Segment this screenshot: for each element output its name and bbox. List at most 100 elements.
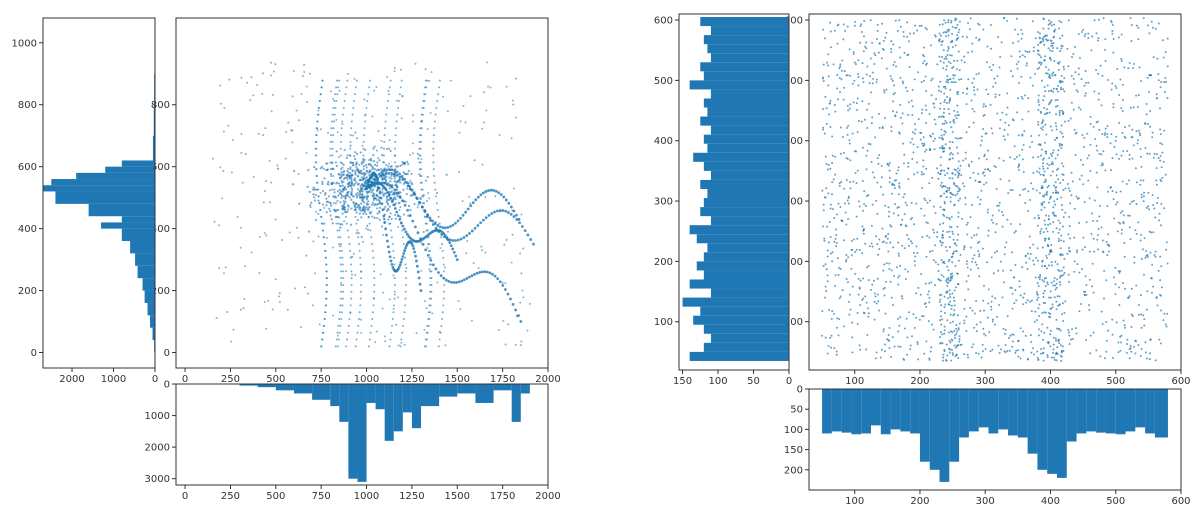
- scatter-point: [325, 168, 328, 172]
- scatter-point: [388, 298, 391, 301]
- scatter-point: [937, 177, 940, 180]
- scatter-point: [377, 172, 381, 176]
- scatter-point: [341, 190, 344, 193]
- left-y-histogram-ytick-label: 600: [18, 162, 37, 173]
- scatter-point: [947, 21, 950, 24]
- scatter-point: [1054, 337, 1057, 340]
- scatter-point: [1148, 74, 1151, 77]
- scatter-point: [403, 256, 406, 259]
- scatter-point: [850, 239, 853, 242]
- scatter-point: [925, 90, 928, 93]
- scatter-point: [951, 230, 954, 233]
- scatter-point: [862, 35, 865, 38]
- scatter-point: [389, 180, 392, 183]
- scatter-point: [845, 178, 848, 181]
- scatter-point: [349, 144, 352, 147]
- scatter-point: [1067, 273, 1070, 276]
- scatter-point: [1055, 87, 1058, 90]
- scatter-point: [397, 202, 400, 205]
- scatter-point: [982, 105, 985, 108]
- scatter-point: [943, 133, 946, 136]
- scatter-point: [960, 343, 963, 346]
- scatter-point: [937, 269, 940, 272]
- scatter-point: [383, 134, 386, 137]
- scatter-point: [863, 203, 866, 206]
- scatter-point: [842, 38, 845, 41]
- scatter-point: [902, 35, 905, 38]
- scatter-point: [928, 250, 931, 253]
- scatter-point: [977, 250, 980, 253]
- scatter-point: [392, 249, 395, 252]
- scatter-point: [1090, 232, 1093, 235]
- scatter-point: [390, 168, 394, 172]
- scatter-point: [416, 270, 420, 274]
- scatter-point: [1056, 295, 1059, 298]
- scatter-point: [371, 115, 374, 118]
- histogram-bar: [402, 384, 412, 413]
- scatter-point: [921, 186, 924, 189]
- scatter-point: [342, 199, 345, 203]
- scatter-point: [1097, 72, 1100, 75]
- scatter-point: [876, 157, 879, 160]
- scatter-point: [880, 57, 883, 60]
- scatter-point: [419, 127, 422, 130]
- scatter-point: [866, 108, 869, 111]
- scatter-point: [949, 321, 952, 324]
- scatter-point: [396, 195, 399, 198]
- scatter-point: [901, 122, 904, 125]
- scatter-point: [860, 120, 863, 123]
- scatter-point: [946, 167, 949, 170]
- scatter-point: [888, 347, 891, 350]
- scatter-point: [1058, 303, 1061, 306]
- scatter-point: [392, 198, 395, 201]
- scatter-point: [401, 229, 404, 232]
- scatter-point: [874, 295, 877, 298]
- scatter-point: [956, 110, 959, 113]
- scatter-point: [944, 143, 947, 146]
- scatter-point: [365, 176, 369, 179]
- scatter-point: [278, 300, 281, 303]
- scatter-point: [356, 192, 359, 195]
- scatter-point: [519, 301, 522, 304]
- left-x-histogram-xtick-label: 2000: [535, 491, 560, 502]
- scatter-point: [448, 225, 452, 228]
- scatter-point: [1134, 352, 1137, 355]
- scatter-point: [335, 209, 338, 212]
- scatter-point: [1123, 66, 1126, 69]
- histogram-bar: [696, 261, 789, 271]
- scatter-point: [975, 323, 978, 326]
- scatter-point: [338, 188, 341, 191]
- scatter-point: [460, 279, 464, 283]
- scatter-point: [1126, 149, 1129, 152]
- scatter-point: [1092, 219, 1095, 222]
- scatter-point: [865, 41, 868, 44]
- scatter-point: [1145, 249, 1148, 252]
- scatter-point: [404, 246, 407, 250]
- right-x-histogram-ytick-label: 150: [784, 445, 803, 456]
- scatter-point: [1162, 319, 1165, 322]
- scatter-point: [420, 158, 423, 161]
- scatter-point: [1046, 190, 1049, 193]
- scatter-point: [356, 152, 359, 155]
- scatter-point: [1049, 76, 1052, 79]
- scatter-point: [827, 84, 830, 87]
- scatter-point: [1058, 37, 1061, 40]
- scatter-point: [1055, 174, 1058, 177]
- scatter-point: [913, 123, 916, 126]
- scatter-point: [1042, 359, 1045, 362]
- left-main-xtick-label: 750: [312, 374, 331, 385]
- scatter-point: [950, 348, 953, 351]
- scatter-point: [400, 79, 403, 82]
- scatter-point: [1135, 94, 1138, 97]
- scatter-point: [834, 155, 837, 158]
- scatter-point: [996, 75, 999, 78]
- scatter-point: [979, 181, 982, 184]
- scatter-point: [1034, 72, 1037, 75]
- scatter-point: [907, 162, 910, 165]
- scatter-point: [287, 121, 290, 124]
- scatter-point: [987, 288, 990, 291]
- scatter-point: [1042, 167, 1045, 170]
- scatter-point: [1090, 49, 1093, 52]
- scatter-point: [1054, 288, 1057, 291]
- scatter-point: [310, 201, 313, 204]
